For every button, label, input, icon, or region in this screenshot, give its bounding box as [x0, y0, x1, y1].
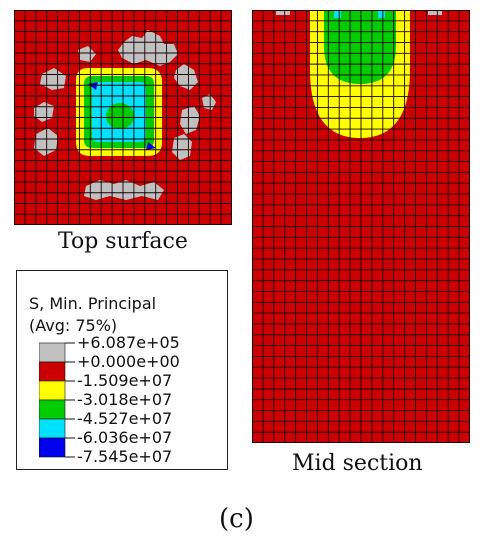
- legend-title: S, Min. Principal (Avg: 75%): [29, 293, 156, 337]
- legend-level: -6.036e+07: [77, 428, 173, 447]
- legend-level: -1.509e+07: [77, 371, 173, 390]
- legend-swatch: [39, 437, 66, 458]
- top-green-core: [106, 103, 134, 129]
- legend-swatch: [39, 418, 66, 439]
- legend-level: -4.527e+07: [77, 409, 173, 428]
- legend-swatch: [39, 361, 66, 382]
- top-mesh: [14, 10, 232, 225]
- legend-swatch: [39, 380, 66, 401]
- legend-title-line2: (Avg: 75%): [29, 316, 118, 335]
- top-surface-caption: Top surface: [58, 229, 188, 254]
- legend-level: -3.018e+07: [77, 390, 173, 409]
- mid-cyan-spot-right: [378, 10, 385, 18]
- mid-mesh: [252, 10, 470, 443]
- top-surface-contour: [14, 10, 232, 225]
- figure-label: (c): [219, 504, 254, 534]
- mid-section-contour: [252, 10, 470, 443]
- stress-legend: S, Min. Principal (Avg: 75%) +6.087e+05 …: [16, 270, 228, 470]
- legend-level: -7.545e+07: [77, 447, 173, 466]
- mid-gray-spot-left: [276, 10, 290, 15]
- mid-gray-spot-right: [428, 10, 442, 15]
- mid-cyan-spot-left: [334, 10, 341, 18]
- legend-level: +6.087e+05: [77, 333, 180, 352]
- legend-swatch: [39, 399, 66, 420]
- legend-level: +0.000e+00: [77, 352, 180, 371]
- mid-green-zone: [324, 10, 396, 84]
- top-blue-spot-se: [146, 142, 156, 150]
- mid-section-caption: Mid section: [292, 451, 423, 476]
- top-gray-patches: [34, 30, 216, 200]
- legend-title-line1: S, Min. Principal: [29, 294, 157, 313]
- legend-color-bar: [39, 342, 75, 458]
- legend-swatch: [39, 342, 66, 363]
